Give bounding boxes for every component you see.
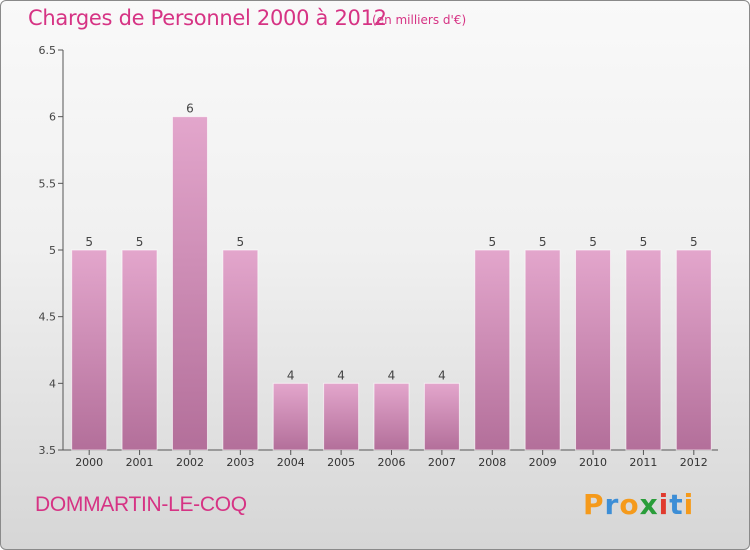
bar xyxy=(675,249,712,451)
logo-letter: r xyxy=(604,488,620,521)
logo-letter: i xyxy=(658,488,670,521)
bar-value-label: 4 xyxy=(287,368,295,382)
y-tick-label: 6 xyxy=(49,111,56,124)
proxiti-logo: Proxiti xyxy=(583,488,694,521)
bar xyxy=(423,382,460,451)
bar xyxy=(121,249,158,451)
logo-letter: o xyxy=(619,488,640,521)
y-tick-label: 4 xyxy=(49,377,56,390)
x-tick-label: 2005 xyxy=(327,456,355,469)
x-tick-label: 2000 xyxy=(75,456,103,469)
logo-letter: x xyxy=(639,488,659,521)
x-tick-label: 2009 xyxy=(529,456,557,469)
x-tick-label: 2006 xyxy=(378,456,406,469)
logo-letter: t xyxy=(669,488,684,521)
chart-title: Charges de Personnel 2000 à 2012 xyxy=(28,6,387,30)
y-tick-label: 3.5 xyxy=(39,444,57,457)
y-tick-label: 6.5 xyxy=(39,44,57,57)
y-tick-label: 5 xyxy=(49,244,56,257)
x-tick-label: 2003 xyxy=(226,456,254,469)
bar-value-label: 4 xyxy=(337,368,345,382)
bar-value-label: 5 xyxy=(85,235,93,249)
bar-value-label: 5 xyxy=(690,235,698,249)
logo-letter: P xyxy=(583,488,605,521)
bar-value-label: 6 xyxy=(186,102,194,116)
bar xyxy=(524,249,561,451)
bar xyxy=(625,249,662,451)
bar xyxy=(71,249,108,451)
x-tick-label: 2008 xyxy=(478,456,506,469)
bar-value-label: 5 xyxy=(488,235,496,249)
x-tick-label: 2001 xyxy=(126,456,154,469)
bar-value-label: 4 xyxy=(388,368,396,382)
bar-value-label: 5 xyxy=(539,235,547,249)
y-tick-label: 5.5 xyxy=(39,177,57,190)
x-tick-label: 2010 xyxy=(579,456,607,469)
chart-subtitle: (en milliers d'€) xyxy=(372,13,467,27)
bar xyxy=(222,249,259,451)
x-tick-label: 2002 xyxy=(176,456,204,469)
x-tick-label: 2011 xyxy=(629,456,657,469)
bar-value-label: 5 xyxy=(136,235,144,249)
bar xyxy=(474,249,511,451)
x-tick-label: 2004 xyxy=(277,456,305,469)
bar-value-label: 5 xyxy=(640,235,648,249)
bar xyxy=(575,249,612,451)
bar-value-label: 5 xyxy=(237,235,245,249)
y-tick-label: 4.5 xyxy=(39,311,57,324)
x-tick-label: 2007 xyxy=(428,456,456,469)
bar xyxy=(323,382,360,451)
bar-value-label: 4 xyxy=(438,368,446,382)
logo-letter: i xyxy=(683,488,695,521)
city-name: DOMMARTIN-LE-COQ xyxy=(35,493,247,516)
x-tick-label: 2012 xyxy=(680,456,708,469)
bar xyxy=(171,116,208,451)
bar xyxy=(272,382,309,451)
bar-value-label: 5 xyxy=(589,235,597,249)
bar xyxy=(373,382,410,451)
